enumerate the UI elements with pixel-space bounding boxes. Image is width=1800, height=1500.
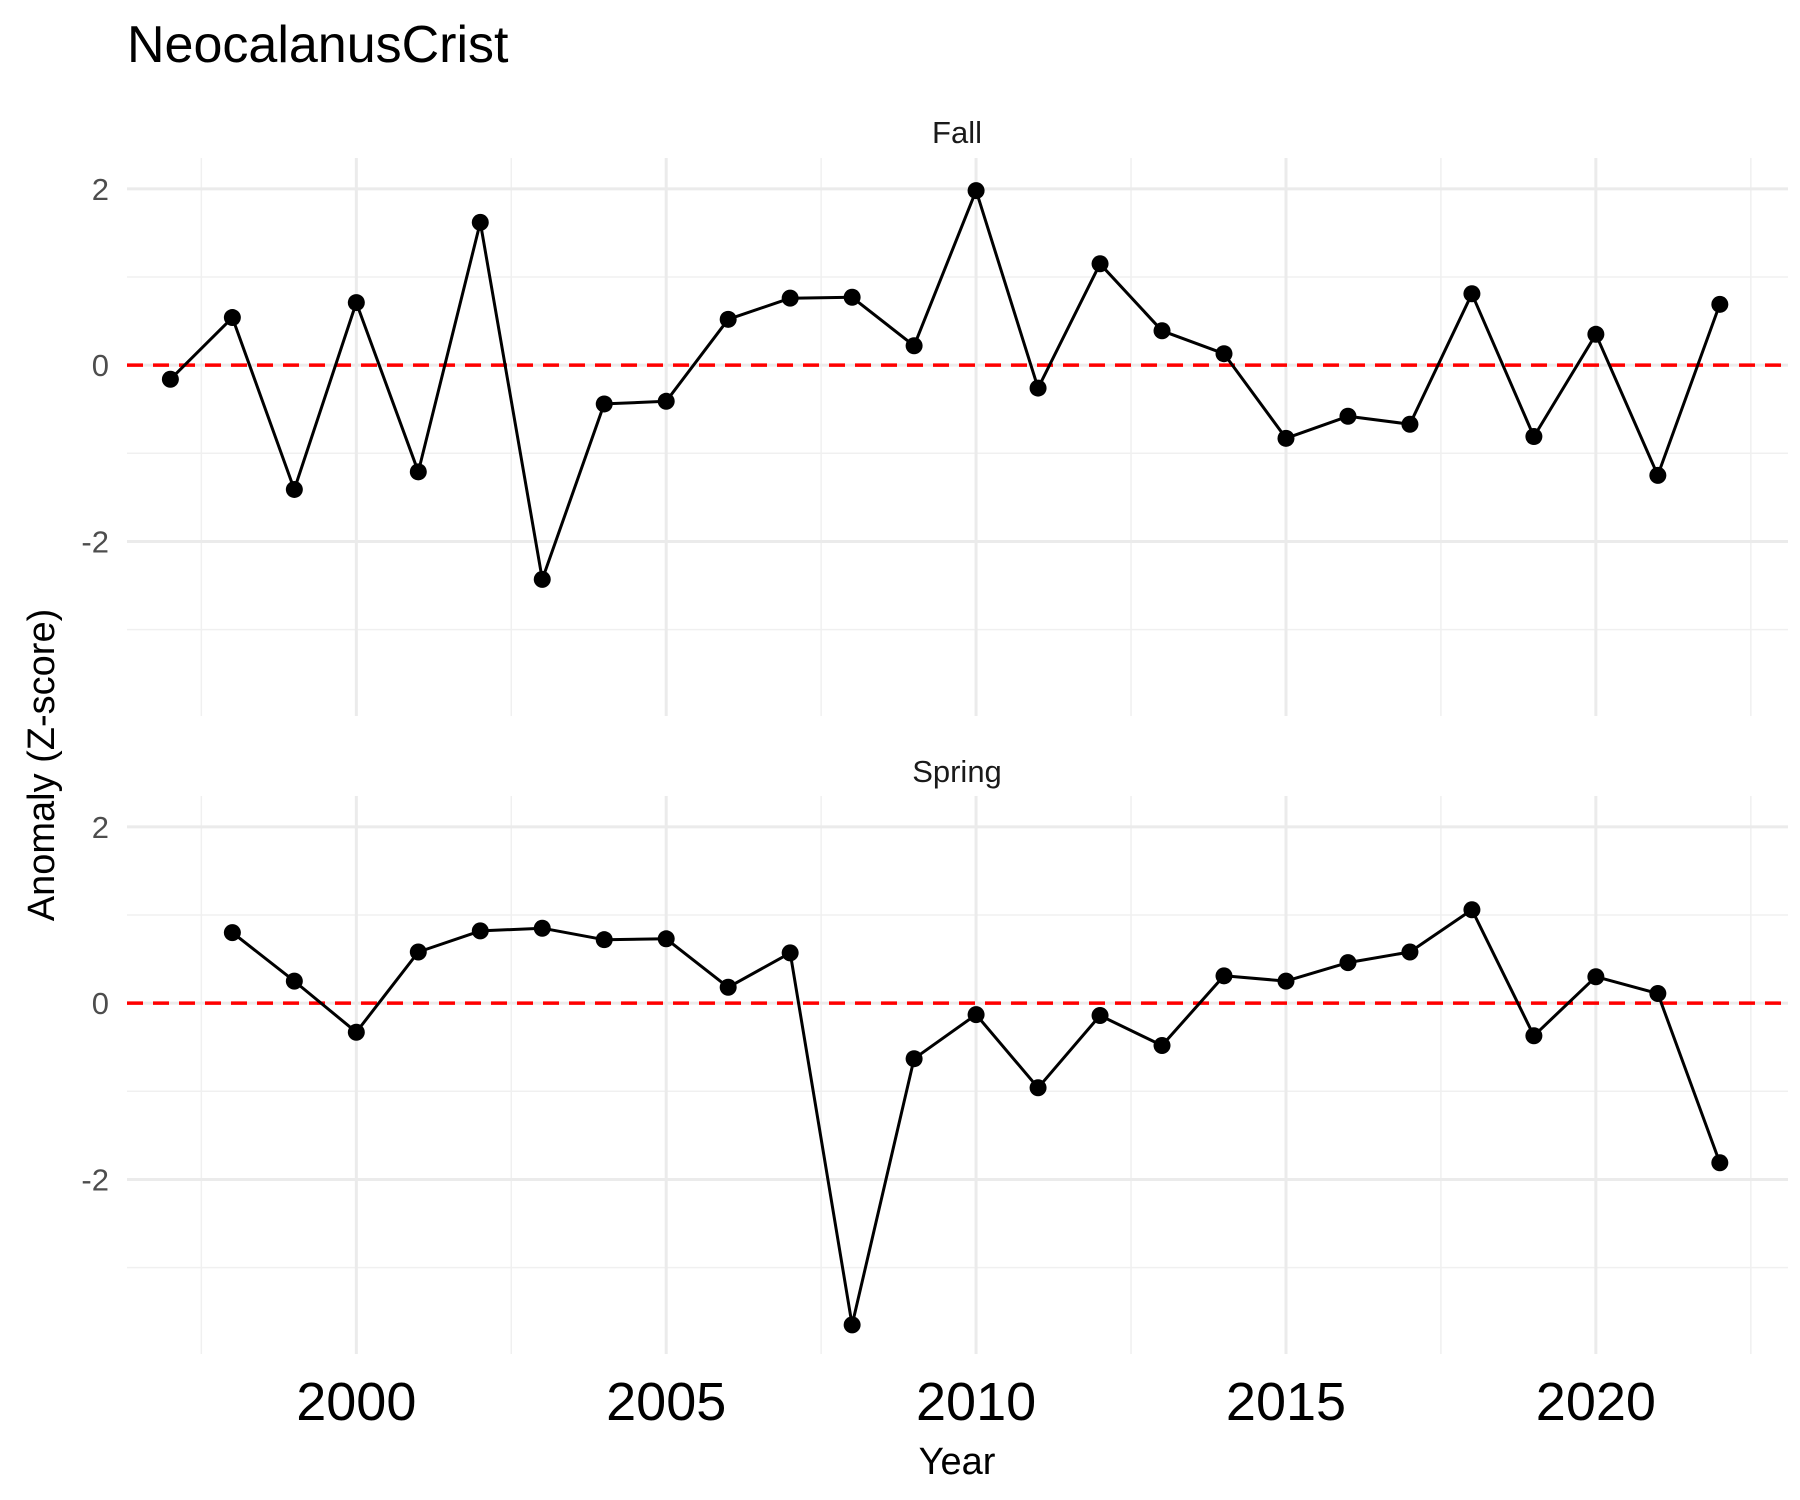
data-point <box>1029 1079 1047 1097</box>
data-point <box>1587 968 1605 986</box>
data-point <box>1463 285 1481 303</box>
data-point <box>409 943 427 961</box>
series-spring <box>223 901 1729 1334</box>
data-point <box>905 337 923 355</box>
data-point <box>595 395 613 413</box>
data-point <box>843 1316 861 1334</box>
data-point <box>1153 1036 1171 1054</box>
data-point <box>1711 295 1729 313</box>
y-axis-label: Anomaly (Z-score) <box>21 609 63 922</box>
y-tick-label: 0 <box>92 986 109 1021</box>
data-point <box>1401 943 1419 961</box>
data-point <box>1215 345 1233 363</box>
data-point <box>1091 255 1109 273</box>
data-point <box>1587 325 1605 343</box>
panel-fall: Fall -2 0 2 <box>81 115 1788 716</box>
series-fall <box>161 182 1729 588</box>
data-point <box>1463 901 1481 919</box>
data-point <box>781 944 799 962</box>
data-point <box>1711 1154 1729 1172</box>
x-tick-label: 2020 <box>1536 1372 1656 1432</box>
y-tick-label: 0 <box>92 348 109 383</box>
data-point <box>1277 972 1295 990</box>
y-tick-label: 2 <box>92 810 109 845</box>
data-point <box>967 1006 985 1024</box>
data-point <box>285 480 303 498</box>
data-point <box>409 463 427 481</box>
series-line <box>169 189 1722 581</box>
minor-gridlines <box>127 796 1788 1354</box>
y-tick-label: -2 <box>81 1162 109 1197</box>
data-point <box>843 288 861 306</box>
data-point <box>967 182 985 200</box>
data-point <box>471 213 489 231</box>
data-point <box>1215 967 1233 985</box>
data-point <box>1277 429 1295 447</box>
data-point <box>781 289 799 307</box>
data-point <box>657 930 675 948</box>
data-point <box>905 1050 923 1068</box>
data-point <box>657 392 675 410</box>
x-tick-label: 2000 <box>296 1372 416 1432</box>
data-point <box>223 309 241 327</box>
data-point <box>285 972 303 990</box>
data-point <box>1153 322 1171 340</box>
data-point <box>1029 379 1047 397</box>
data-point <box>347 294 365 312</box>
chart-title: NeocalanusCrist <box>127 16 509 74</box>
strip-label-spring: Spring <box>912 754 1002 789</box>
strip-label-fall: Fall <box>932 115 982 150</box>
data-point <box>347 1023 365 1041</box>
data-point <box>533 919 551 937</box>
data-point <box>471 922 489 940</box>
data-point <box>1649 984 1667 1002</box>
x-tick-labels: 2000 2005 2010 2015 2020 <box>296 1372 1656 1432</box>
x-tick-label: 2015 <box>1226 1372 1346 1432</box>
data-point <box>1525 1027 1543 1045</box>
major-gridlines <box>127 796 1788 1354</box>
x-tick-label: 2005 <box>606 1372 726 1432</box>
data-point <box>595 931 613 949</box>
y-tick-labels: -2 0 2 <box>81 172 109 560</box>
data-point <box>719 310 737 328</box>
minor-gridlines <box>127 158 1788 716</box>
data-point <box>223 924 241 942</box>
y-tick-labels: -2 0 2 <box>81 810 109 1198</box>
y-tick-label: 2 <box>92 172 109 207</box>
y-tick-label: -2 <box>81 524 109 559</box>
data-point <box>1339 407 1357 425</box>
x-tick-label: 2010 <box>916 1372 1036 1432</box>
data-point <box>719 978 737 996</box>
x-axis-label: Year <box>919 1441 996 1483</box>
data-point <box>1091 1006 1109 1024</box>
data-point <box>1649 466 1667 484</box>
panel-spring: Spring -2 0 2 <box>81 754 1788 1354</box>
data-point <box>1339 954 1357 972</box>
data-point <box>1401 415 1419 433</box>
data-point <box>161 370 179 388</box>
data-point <box>533 570 551 588</box>
data-point <box>1525 428 1543 446</box>
